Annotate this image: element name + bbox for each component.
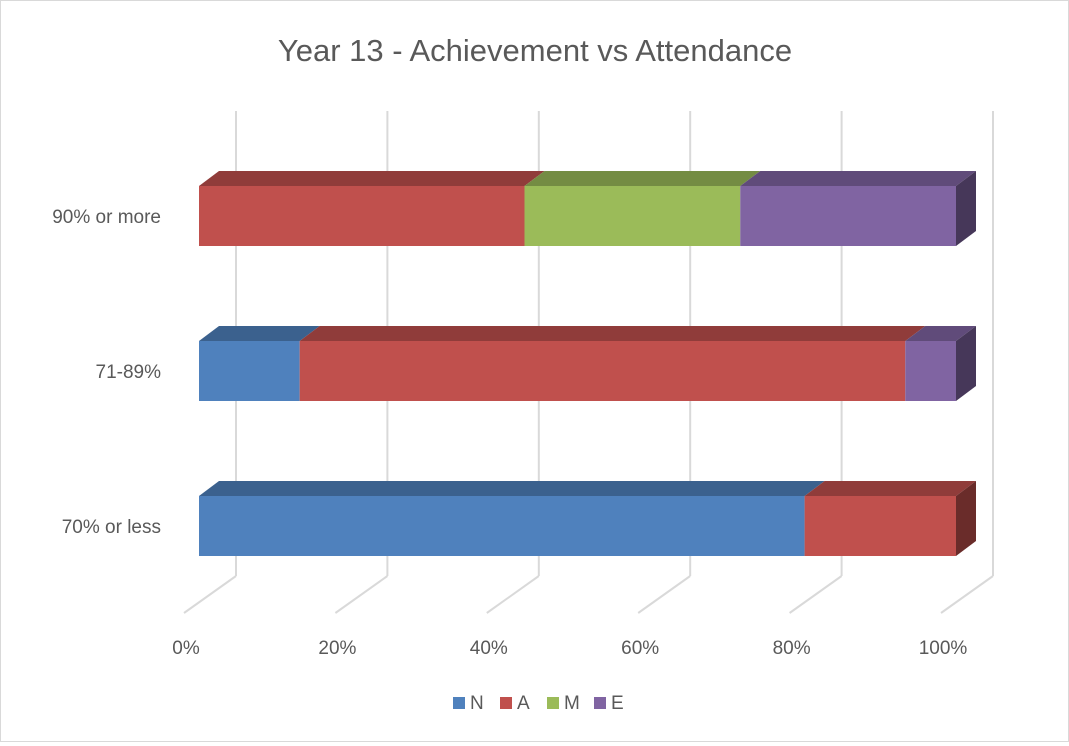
bar-segment-M [524, 171, 761, 246]
bar-segment-A [804, 481, 976, 556]
bar-segment-A [199, 171, 545, 246]
x-tick-labels: 0% 20% 40% 60% 80% 100% [172, 638, 967, 659]
legend-label: N [470, 693, 484, 714]
legend-swatch [547, 697, 559, 709]
legend-swatch [453, 697, 465, 709]
bar-segment-N [199, 326, 320, 401]
bar-segment-A [299, 326, 926, 401]
legend-label: A [517, 693, 530, 714]
chart-title: Year 13 - Achievement vs Attendance [278, 33, 792, 68]
legend-item-E: E [594, 693, 624, 714]
bar-segment-E [905, 326, 976, 401]
bar-segment-N [199, 481, 825, 556]
category-label: 70% or less [62, 517, 161, 538]
x-tick-label: 20% [318, 638, 356, 659]
bar-end-cap [956, 171, 976, 246]
legend-swatch [594, 697, 606, 709]
category-label: 90% or more [52, 207, 161, 228]
bar-end-cap [956, 481, 976, 556]
legend-item-A: A [500, 693, 530, 714]
x-tick-label: 80% [773, 638, 811, 659]
bars [199, 171, 976, 556]
legend-item-N: N [453, 693, 484, 714]
bar-end-cap [956, 326, 976, 401]
legend-label: M [564, 693, 580, 714]
x-tick-label: 0% [172, 638, 200, 659]
legend-item-M: M [547, 693, 580, 714]
legend-swatch [500, 697, 512, 709]
legend-label: E [611, 693, 624, 714]
x-tick-label: 60% [621, 638, 659, 659]
x-tick-label: 100% [919, 638, 968, 659]
category-label: 71-89% [96, 362, 162, 383]
bar-segment-E [740, 171, 976, 246]
category-labels: 70% or less 71-89% 90% or more [52, 207, 161, 538]
gridline [940, 111, 994, 614]
x-tick-label: 40% [470, 638, 508, 659]
